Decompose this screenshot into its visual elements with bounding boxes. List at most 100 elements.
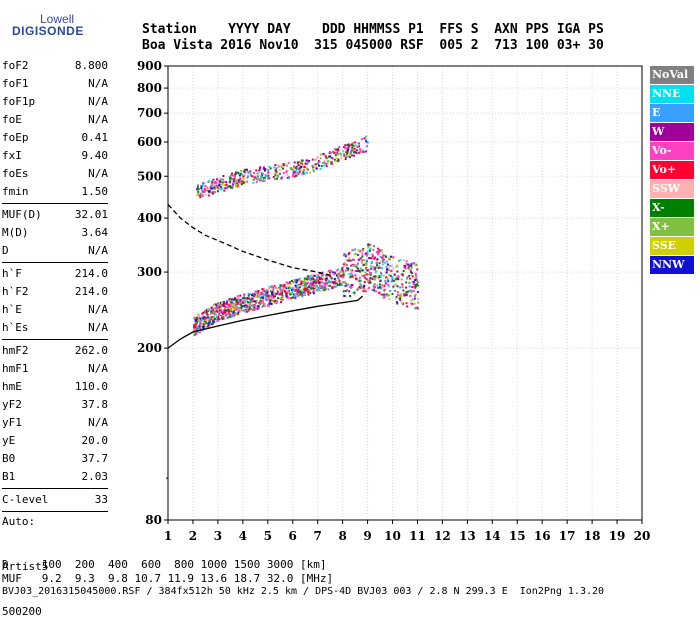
param-name: foF2: [2, 59, 29, 72]
echo-point: [416, 291, 419, 293]
echo-point: [216, 319, 219, 322]
echo-point: [325, 162, 328, 165]
echo-point: [282, 295, 285, 298]
echo-point: [221, 317, 223, 319]
echo-point: [233, 177, 236, 180]
echo-point: [231, 298, 234, 301]
echo-point: [221, 181, 224, 184]
echo-point: [299, 290, 302, 293]
echo-point: [302, 165, 305, 168]
param-value: N/A: [88, 77, 108, 90]
param-value: 32.01: [74, 208, 108, 221]
echo-point: [198, 194, 201, 196]
x-tick-label: 15: [509, 529, 526, 543]
echo-point: [402, 264, 405, 267]
echo-point: [288, 177, 290, 179]
echo-point: [319, 168, 322, 170]
echo-point: [223, 301, 225, 304]
echo-point: [379, 255, 382, 258]
echo-point: [383, 261, 386, 264]
echo-point: [307, 286, 310, 288]
echo-point: [405, 286, 408, 289]
echo-point: [311, 158, 314, 161]
echo-point: [194, 318, 197, 321]
echo-point: [377, 251, 380, 254]
echo-point: [358, 145, 361, 148]
echo-point: [401, 286, 404, 289]
echo-point: [372, 266, 375, 269]
echo-point: [252, 175, 255, 178]
echo-point: [304, 282, 307, 285]
param-name: foF1: [2, 77, 29, 90]
echo-point: [332, 271, 335, 274]
echo-point: [236, 306, 238, 309]
echo-point: [203, 323, 206, 326]
echo-point: [324, 281, 327, 284]
echo-point: [222, 314, 225, 317]
echo-point: [381, 286, 384, 289]
legend-item-x: X-: [650, 199, 694, 217]
legend-item-nne: NNE: [650, 85, 694, 103]
echo-point: [395, 297, 398, 300]
echo-point: [414, 277, 417, 279]
echo-point: [386, 294, 389, 297]
echo-point: [286, 289, 289, 292]
echo-point: [290, 283, 293, 286]
echo-point: [263, 179, 266, 182]
echo-point: [235, 312, 237, 315]
echo-point: [324, 155, 327, 158]
echo-point: [264, 175, 267, 178]
echo-point: [215, 310, 218, 313]
echo-point: [405, 294, 408, 296]
echo-point: [259, 178, 262, 181]
echo-point: [210, 310, 213, 313]
echo-point: [365, 252, 368, 255]
echo-point: [327, 288, 330, 291]
echo-point: [278, 169, 281, 171]
echo-point: [375, 261, 378, 264]
echo-point: [225, 313, 228, 316]
echo-point: [277, 297, 279, 300]
echo-point: [389, 265, 392, 267]
echo-point: [219, 188, 222, 191]
x-tick-label: 8: [338, 529, 346, 543]
echo-point: [332, 282, 335, 285]
echo-point: [235, 299, 238, 302]
echo-point: [374, 266, 377, 269]
logo-lowell: Lowell: [40, 12, 75, 26]
echo-point: [202, 325, 205, 327]
echo-point: [296, 292, 299, 295]
echo-point: [365, 145, 368, 148]
echo-point: [354, 144, 357, 147]
echo-point: [361, 259, 364, 262]
echo-point: [292, 168, 295, 171]
echo-point: [287, 162, 290, 165]
echo-point: [380, 271, 383, 274]
echo-point: [282, 288, 285, 291]
echo-point: [219, 307, 222, 310]
echo-point: [342, 281, 345, 284]
echo-point: [386, 266, 389, 269]
echo-point: [253, 305, 256, 308]
echo-point: [381, 267, 384, 269]
param-name: fxI: [2, 149, 22, 162]
echo-point: [306, 281, 309, 284]
echo-point: [232, 182, 235, 185]
echo-point: [354, 248, 357, 251]
echo-point: [202, 195, 204, 198]
echo-point: [398, 294, 401, 297]
echo-point: [307, 275, 310, 278]
echo-point: [265, 298, 268, 301]
echo-point: [247, 292, 250, 295]
echo-point: [267, 171, 270, 174]
param-value: 262.0: [74, 344, 108, 357]
param-value: N/A: [88, 167, 108, 180]
echo-point: [379, 275, 382, 277]
echo-point: [244, 306, 247, 309]
echo-point: [336, 282, 339, 285]
echo-point: [245, 297, 248, 300]
echo-point: [380, 260, 383, 263]
echo-point: [396, 291, 399, 294]
echo-point: [338, 146, 341, 148]
echo-point: [320, 290, 323, 292]
